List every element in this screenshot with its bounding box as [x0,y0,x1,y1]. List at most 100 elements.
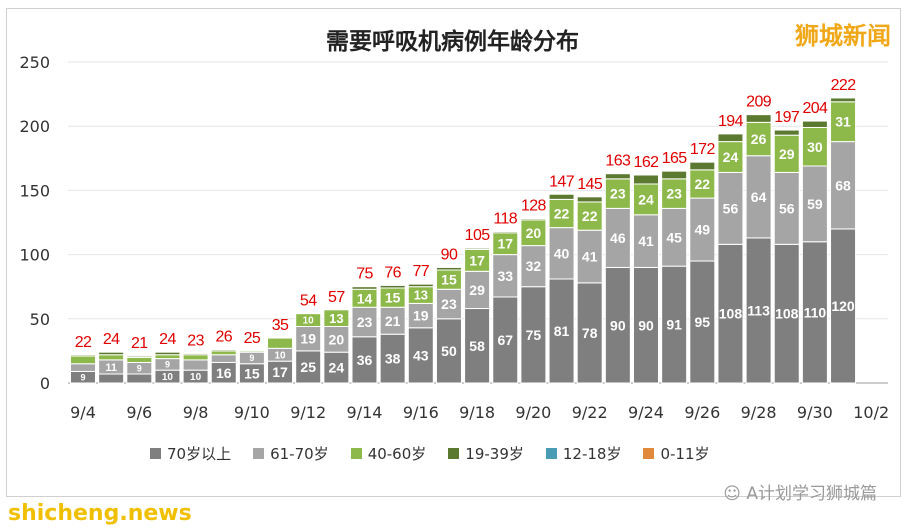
bar-segment [464,247,491,250]
bar-segment [492,254,519,298]
legend-label: 40-60岁 [367,445,427,463]
x-tick-label: 9/6 [126,403,152,422]
segment-label: 15 [244,365,260,381]
total-label: 90 [441,246,458,263]
segment-label: 25 [300,359,316,375]
bar-segment [801,126,828,167]
segment-label: 19 [413,308,429,324]
bar-segment [604,266,631,384]
bar-segment [830,141,857,230]
bar-segment [323,326,350,353]
x-tick-label: 9/16 [403,403,439,422]
segment-label: 49 [695,222,711,238]
segment-label: 95 [695,314,711,330]
bar-segment [407,327,434,384]
segment-label: 24 [723,149,739,165]
segment-label: 26 [751,131,767,147]
total-label: 105 [465,227,491,244]
bar-segment [717,243,744,384]
bar-segment [801,120,828,128]
watermark: 狮城新闻 [795,22,891,50]
bar-segment [154,354,181,360]
segment-label: 64 [751,189,767,205]
segment-label: 120 [831,298,855,314]
total-label: 118 [493,210,517,227]
segment-label: 58 [469,338,485,354]
bar-segment [126,356,153,363]
bar-segment [492,296,519,384]
total-label: 163 [605,153,631,170]
total-label: 172 [690,141,716,158]
legend-swatch [545,448,557,459]
bar-segment [801,241,828,384]
segment-label: 24 [638,191,654,207]
total-label: 25 [244,330,261,347]
x-tick-label: 9/8 [183,403,209,422]
y-tick-label: 0 [40,374,50,393]
legend-item: 0-11岁 [643,443,710,464]
total-label: 24 [159,331,176,348]
bar-segment [407,302,434,329]
segment-label: 90 [638,317,654,333]
bar-segment [745,237,772,384]
total-label: 128 [521,198,547,215]
segment-label: 67 [497,332,513,348]
bar-segment [633,174,659,185]
segment-label: 23 [357,314,373,330]
segment-label: 15 [385,290,401,306]
legend-item: 70岁以上 [150,443,231,464]
segment-label: 10 [190,372,202,383]
total-label: 204 [802,100,828,117]
x-tick-label: 9/12 [290,403,326,422]
segment-label: 56 [779,200,795,216]
bar-segment [604,178,631,209]
bar-segment [661,178,688,209]
segment-label: 17 [469,252,485,268]
bar-segment [295,350,322,384]
bar-segment [830,228,857,384]
legend-swatch [448,448,460,459]
bar-segment [773,129,800,136]
legend-label: 0-11岁 [660,445,710,463]
total-label: 162 [634,154,660,171]
bar-segment [98,354,125,361]
chart-frame [6,8,901,497]
x-tick-label: 9/26 [684,403,720,422]
segment-label: 9 [137,363,142,373]
segment-label: 29 [779,146,795,162]
bar-segment [689,161,716,171]
segment-label: 15 [441,272,457,288]
bar-segment [492,230,519,234]
segment-label: 30 [807,139,823,155]
bar-segment [267,337,294,349]
segment-label: 13 [329,311,343,326]
total-label: 26 [215,329,232,346]
segment-label: 108 [719,306,743,322]
segment-label: 113 [747,302,770,318]
segment-label: 24 [329,360,345,376]
segment-label: 13 [414,288,428,303]
segment-label: 50 [441,343,457,359]
bar-segment [520,219,547,247]
segment-label: 10 [303,316,315,327]
segment-label: 59 [807,196,823,212]
segment-label: 46 [610,230,626,246]
y-tick-label: 200 [19,117,50,136]
segment-label: 45 [666,229,682,245]
chart-title: 需要呼吸机病例年龄分布 [326,29,579,55]
segment-label: 29 [469,282,485,298]
segment-label: 41 [638,233,654,249]
segment-label: 10 [162,372,174,383]
bar-segment [323,309,350,328]
bar-segment [351,286,378,290]
bar-segment [773,243,800,384]
bar-segment [70,355,96,365]
segment-label: 11 [105,362,117,374]
x-tick-label: 9/22 [572,403,608,422]
total-label: 147 [549,173,575,190]
segment-label: 23 [441,296,457,312]
total-label: 222 [831,77,857,94]
segment-label: 110 [804,304,827,320]
total-label: 22 [75,334,92,351]
